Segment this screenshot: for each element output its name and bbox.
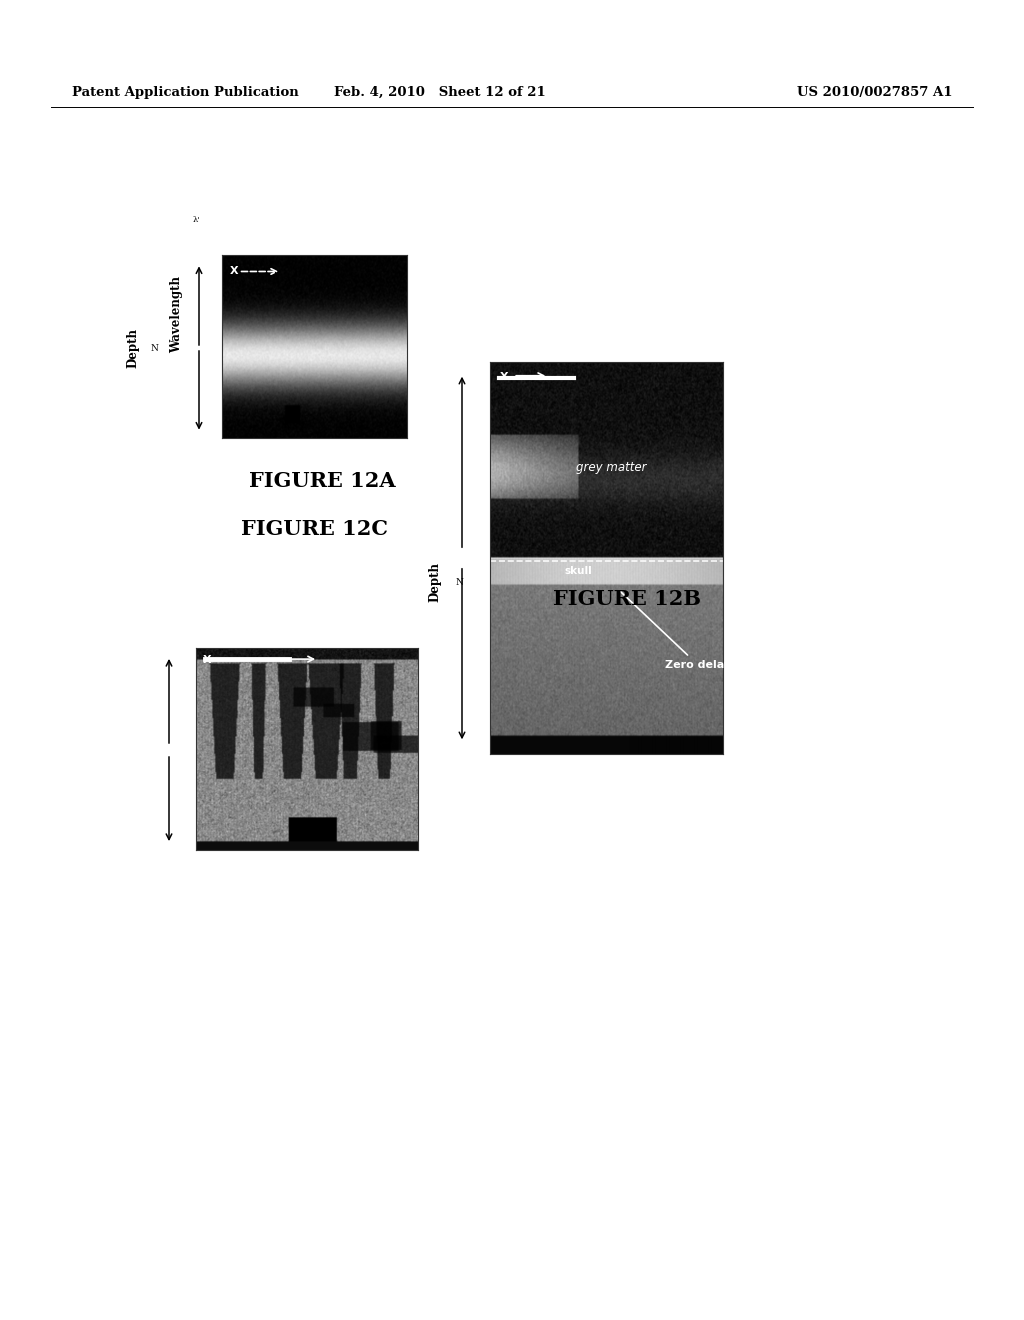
Text: Wavelength: Wavelength [170, 276, 182, 352]
Text: Depth: Depth [127, 329, 139, 368]
Text: Feb. 4, 2010   Sheet 12 of 21: Feb. 4, 2010 Sheet 12 of 21 [335, 86, 546, 99]
Text: N: N [456, 578, 464, 586]
Text: US 2010/0027857 A1: US 2010/0027857 A1 [797, 86, 952, 99]
Text: X: X [500, 372, 508, 381]
Text: skull: skull [564, 566, 593, 576]
Text: FIGURE 12A: FIGURE 12A [249, 471, 396, 491]
Text: Zero delay: Zero delay [621, 591, 731, 669]
Text: grey matter: grey matter [575, 461, 646, 474]
Text: FIGURE 12B: FIGURE 12B [553, 589, 700, 609]
Text: N: N [151, 345, 159, 352]
Text: FIGURE 12C: FIGURE 12C [241, 519, 388, 539]
Text: X: X [203, 655, 211, 665]
Text: Patent Application Publication: Patent Application Publication [72, 86, 298, 99]
Text: λ': λ' [193, 216, 201, 224]
Text: X: X [229, 267, 238, 276]
Text: Depth: Depth [429, 562, 441, 602]
